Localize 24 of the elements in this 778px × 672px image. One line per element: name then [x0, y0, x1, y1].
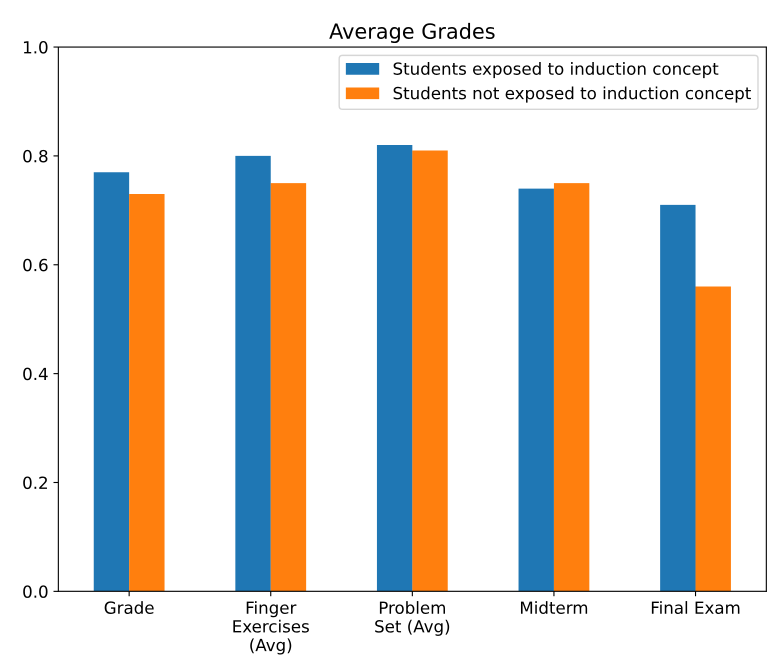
bar: [376, 145, 412, 592]
bar: [270, 183, 306, 592]
x-tick-label: Midterm: [520, 601, 588, 614]
x-tick-label: Grade: [104, 601, 154, 614]
bar: [660, 204, 696, 592]
bar: [412, 150, 448, 592]
y-tick-label: 0.2: [23, 476, 47, 490]
legend-label: Students not exposed to induction concept: [394, 86, 751, 103]
y-tick-label: 0.0: [23, 585, 48, 598]
bar: [518, 188, 554, 592]
chart-title: Average Grades: [329, 22, 495, 44]
x-tick-label: Finger Exercises (Avg): [233, 601, 309, 655]
y-tick-label: 1.0: [24, 41, 48, 54]
bar: [696, 286, 731, 592]
legend-label: Students exposed to induction concept: [394, 62, 718, 78]
bar: [94, 172, 130, 592]
y-tick-label: 0.6: [23, 258, 48, 272]
x-tick-label: Final Exam: [652, 601, 740, 614]
bar: [554, 183, 590, 592]
y-tick-label: 0.8: [23, 150, 48, 162]
bar: [235, 156, 271, 592]
y-tick-label: 0.4: [23, 368, 48, 380]
bar: [129, 194, 165, 592]
x-tick-label: Problem Set (Avg): [375, 601, 450, 636]
